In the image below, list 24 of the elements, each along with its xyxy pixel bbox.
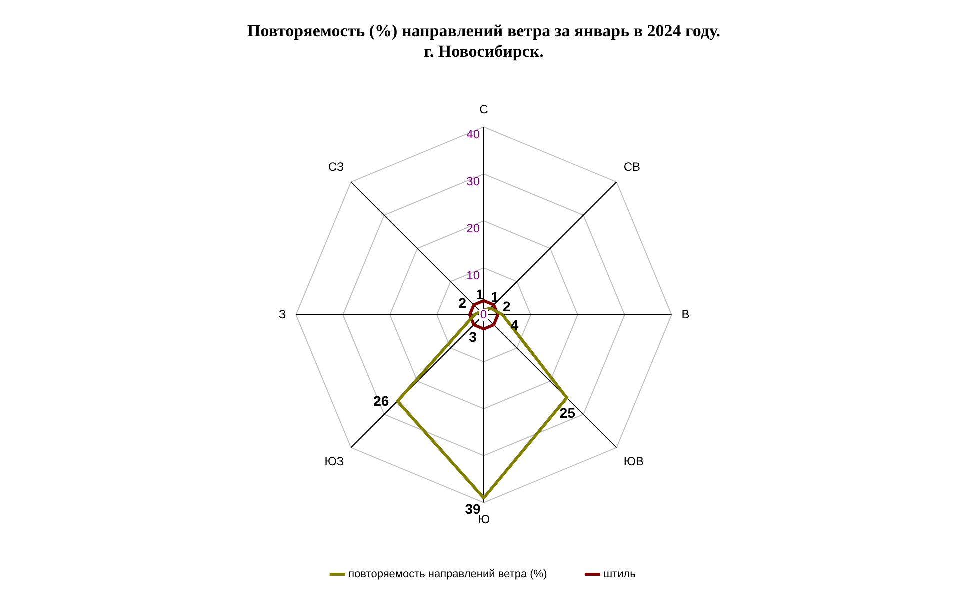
y-tick-label: 20: [466, 221, 480, 236]
spoke-label: В: [682, 307, 690, 322]
data-label: 2: [503, 298, 512, 315]
spoke-label: С: [480, 102, 489, 116]
data-label: 4: [510, 316, 519, 333]
data-label: 2: [458, 294, 467, 311]
spoke-label: СВ: [624, 160, 641, 174]
data-label: 1: [491, 289, 500, 306]
spoke-label: ЮВ: [624, 454, 644, 468]
y-tick-label: 30: [466, 174, 480, 188]
data-label: 25: [560, 405, 576, 422]
data-label: 26: [374, 392, 390, 409]
spoke-label: З: [278, 307, 286, 322]
y-tick-label: 40: [466, 128, 480, 142]
legend-label: штиль: [604, 568, 636, 581]
spoke-label: ЮЗ: [324, 454, 344, 468]
legend-label: повторяемость направлений ветра (%): [348, 568, 548, 581]
data-label: 1: [476, 286, 484, 302]
y-tick-label: 0: [480, 307, 488, 322]
spoke-label: СЗ: [328, 160, 344, 174]
data-label: 3: [469, 328, 478, 345]
chart-title: Повторяемость (%) направлений ветра за январь в 2024 году. г. Новосибирск.: [247, 22, 721, 61]
data-label: 39: [465, 500, 481, 517]
y-tick-label: 10: [466, 268, 480, 282]
